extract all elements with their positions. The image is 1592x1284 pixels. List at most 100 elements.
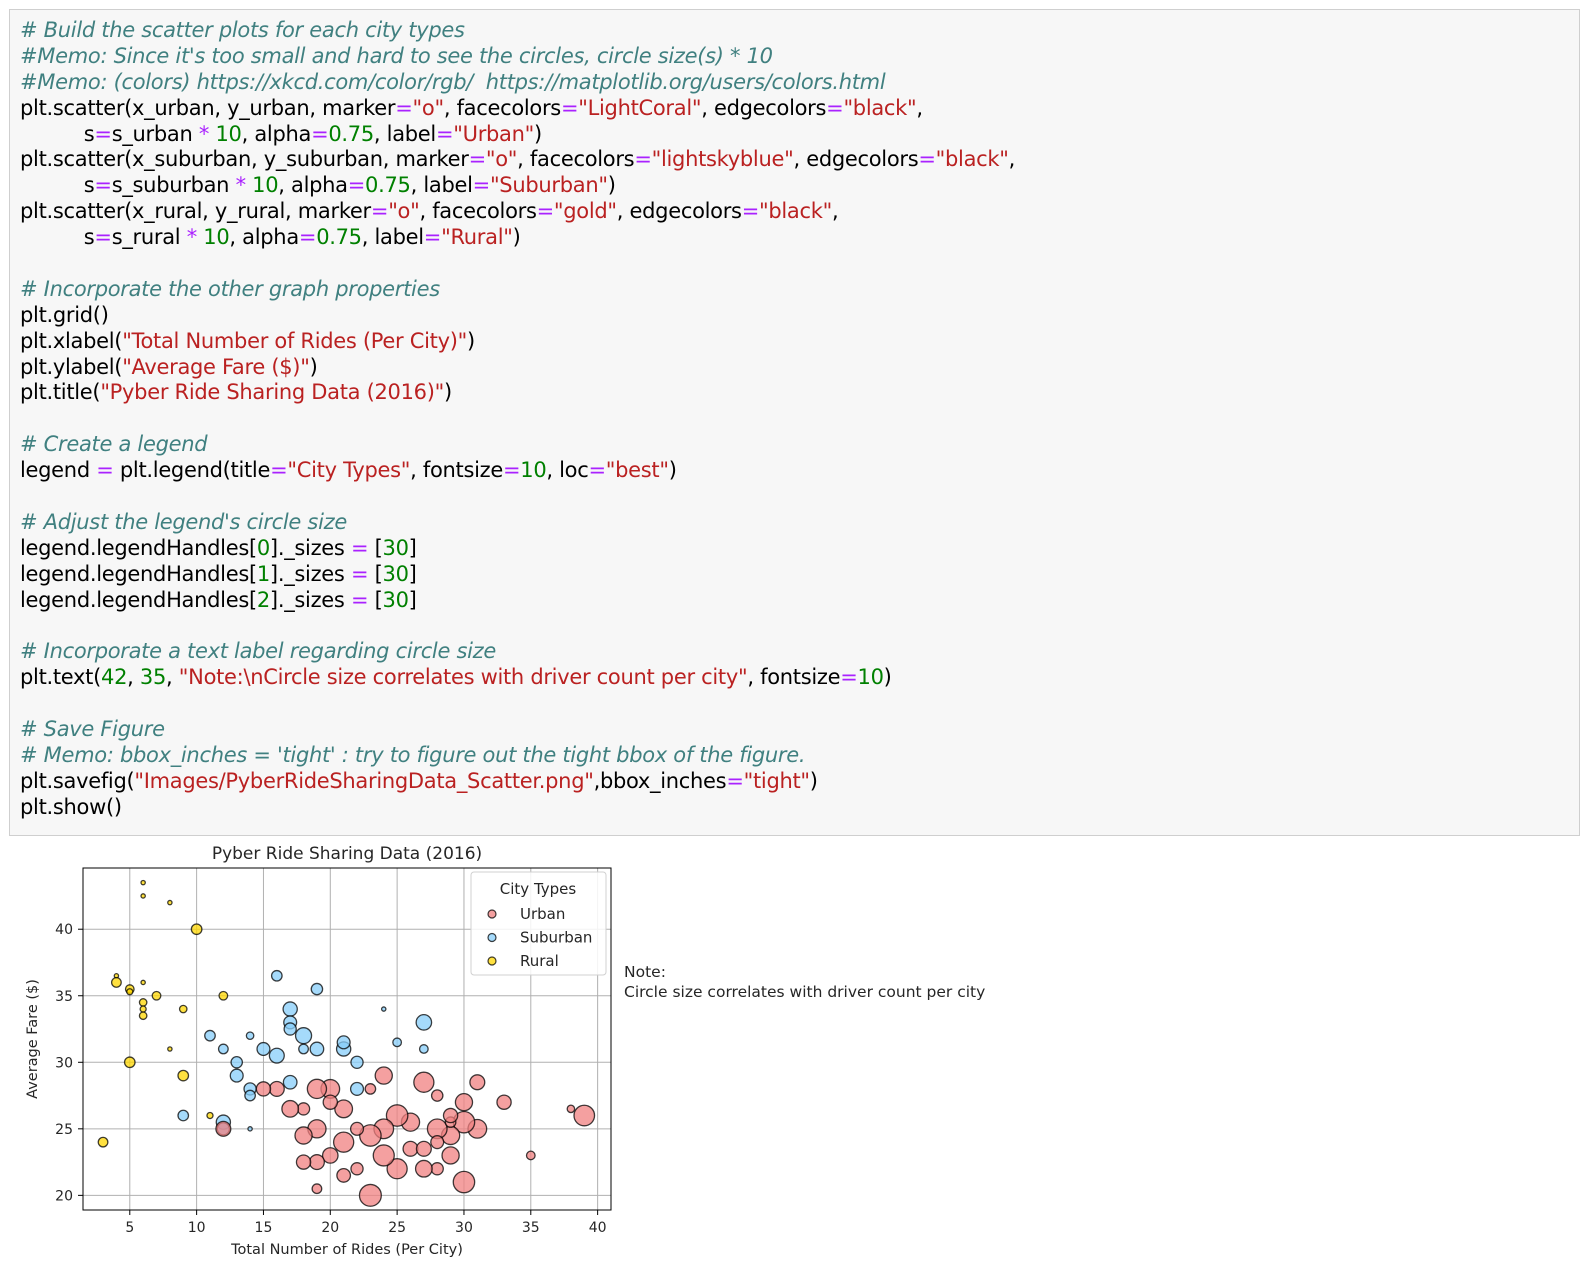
code-token: "gold" — [553, 199, 617, 224]
code-line: #Memo: (colors) https://xkcd.com/color/r… — [20, 70, 1015, 96]
code-token: "Urban" — [453, 121, 534, 146]
code-token: s — [20, 225, 95, 250]
code-token: 30 — [382, 535, 409, 560]
code-line: plt.text(42, 35, "Note:\nCircle size cor… — [20, 665, 1015, 691]
data-point-suburban — [177, 1109, 190, 1122]
code-line: # Save Figure — [20, 717, 1015, 743]
code-line: # Build the scatter plots for each city … — [20, 18, 1015, 44]
code-token: "Total Number of Rides (Per City)" — [122, 328, 467, 353]
data-point-urban — [295, 1154, 312, 1170]
code-token: "LightCoral" — [578, 95, 702, 120]
data-point-urban — [402, 1140, 419, 1157]
data-point-urban — [334, 1099, 354, 1119]
data-point-urban — [566, 1104, 576, 1114]
data-point-rural — [167, 899, 173, 906]
code-token: "black" — [758, 199, 832, 224]
data-point-suburban — [310, 982, 324, 996]
code-token: 10 — [215, 121, 242, 146]
data-point-rural — [126, 988, 134, 996]
code-token: "Note:\nCircle size correlates with driv… — [178, 665, 748, 690]
code-token: legend.legendHandles[ — [20, 561, 257, 586]
code-token: 30 — [382, 561, 409, 586]
note-text: Circle size correlates with driver count… — [624, 983, 985, 1001]
data-point-urban — [414, 1159, 433, 1178]
code-token: 2 — [256, 587, 270, 612]
code-token: #Memo: (colors) https://xkcd.com/color/r… — [20, 69, 886, 94]
data-point-rural — [138, 998, 148, 1007]
x-tick-label: 30 — [455, 1220, 473, 1236]
code-token: ] — [408, 587, 417, 612]
code-token: plt.xlabel( — [20, 328, 123, 353]
code-token: = — [826, 95, 844, 120]
data-point-urban — [296, 1102, 311, 1116]
code-token: = — [350, 535, 369, 560]
code-token: , fontsize — [747, 665, 841, 690]
data-point-suburban — [282, 1074, 298, 1090]
code-token: = — [918, 147, 936, 172]
code-token: # Incorporate a text label regarding cir… — [20, 639, 496, 664]
code-token: s — [20, 173, 95, 198]
code-line: #Memo: Since it's too small and hard to … — [20, 44, 1015, 70]
code-token: 1 — [256, 561, 270, 586]
data-point-rural — [139, 1005, 147, 1013]
data-point-urban — [442, 1107, 459, 1124]
scatter-chart: 5 10 15 20 25 30 35 40 20 25 30 35 40 Pyber Ride Shar… — [25, 844, 985, 1258]
code-cell[interactable]: # Build the scatter plots for each city … — [9, 9, 1580, 836]
code-line: legend = plt.legend(title="City Types", … — [20, 458, 1015, 484]
code-token: ) — [668, 458, 677, 483]
code-token: 0.75 — [365, 173, 411, 198]
code-token: = — [634, 147, 652, 172]
code-token: , fontsize — [410, 458, 503, 483]
data-point-urban — [311, 1183, 323, 1195]
code-token: 10 — [857, 665, 884, 690]
code-line: s=s_urban * 10, alpha=0.75, label="Urban… — [20, 122, 1015, 148]
data-point-suburban — [418, 1044, 429, 1054]
data-point-suburban — [282, 1001, 298, 1017]
code-line — [20, 251, 1015, 277]
data-point-urban — [372, 1144, 395, 1167]
code-token: "City Types" — [287, 458, 411, 483]
code-token: = — [472, 173, 491, 198]
code-token: , alpha — [241, 121, 312, 146]
data-point-urban — [374, 1066, 393, 1085]
data-point-rural — [140, 879, 146, 886]
code-token: * — [186, 225, 198, 250]
code-token: # Create a legend — [20, 432, 208, 457]
code-token: = — [395, 95, 413, 120]
data-point-suburban — [336, 1035, 351, 1050]
data-point-suburban — [294, 1027, 313, 1045]
data-point-urban — [413, 1071, 435, 1093]
output-area: 5 10 15 20 25 30 35 40 20 25 30 35 40 Pyber Ride Shar… — [20, 842, 1040, 1282]
data-point-urban — [332, 1131, 355, 1153]
data-point-urban — [454, 1093, 474, 1112]
data-point-urban — [452, 1170, 476, 1194]
code-token: ) — [466, 328, 475, 353]
code-token: # Adjust the legend's circle size — [20, 509, 347, 534]
data-point-urban — [385, 1104, 409, 1127]
code-token: = — [502, 458, 521, 483]
data-point-rural — [178, 1004, 188, 1014]
code-token: # Memo: bbox_inches = 'tight' : try to f… — [20, 742, 806, 767]
y-axis-label: Average Fare ($) — [25, 979, 41, 1099]
data-point-suburban — [217, 1043, 229, 1055]
code-editor[interactable]: # Build the scatter plots for each city … — [20, 18, 1015, 821]
code-line: legend.legendHandles[1]._sizes = [30] — [20, 562, 1015, 588]
code-token: = — [350, 587, 369, 612]
code-token: "Average Fare ($)" — [122, 354, 310, 379]
code-token: , facecolors — [517, 147, 635, 172]
code-token: 42 — [101, 665, 128, 690]
data-point-suburban — [392, 1037, 403, 1048]
data-point-suburban — [230, 1055, 244, 1069]
code-token: , facecolors — [443, 95, 561, 120]
code-token: "Rural" — [441, 225, 513, 250]
data-point-urban — [441, 1146, 460, 1165]
code-token: , alpha — [229, 225, 299, 250]
data-point-urban — [359, 1124, 382, 1147]
x-tick-label: 40 — [589, 1220, 607, 1236]
code-token: "Pyber Ride Sharing Data (2016)" — [100, 380, 444, 405]
code-token: * — [235, 173, 247, 198]
data-point-urban — [469, 1074, 486, 1091]
legend-label-suburban: Suburban — [520, 929, 592, 947]
code-line: # Incorporate the other graph properties — [20, 277, 1015, 303]
code-line: plt.savefig("Images/PyberRideSharingData… — [20, 769, 1015, 795]
